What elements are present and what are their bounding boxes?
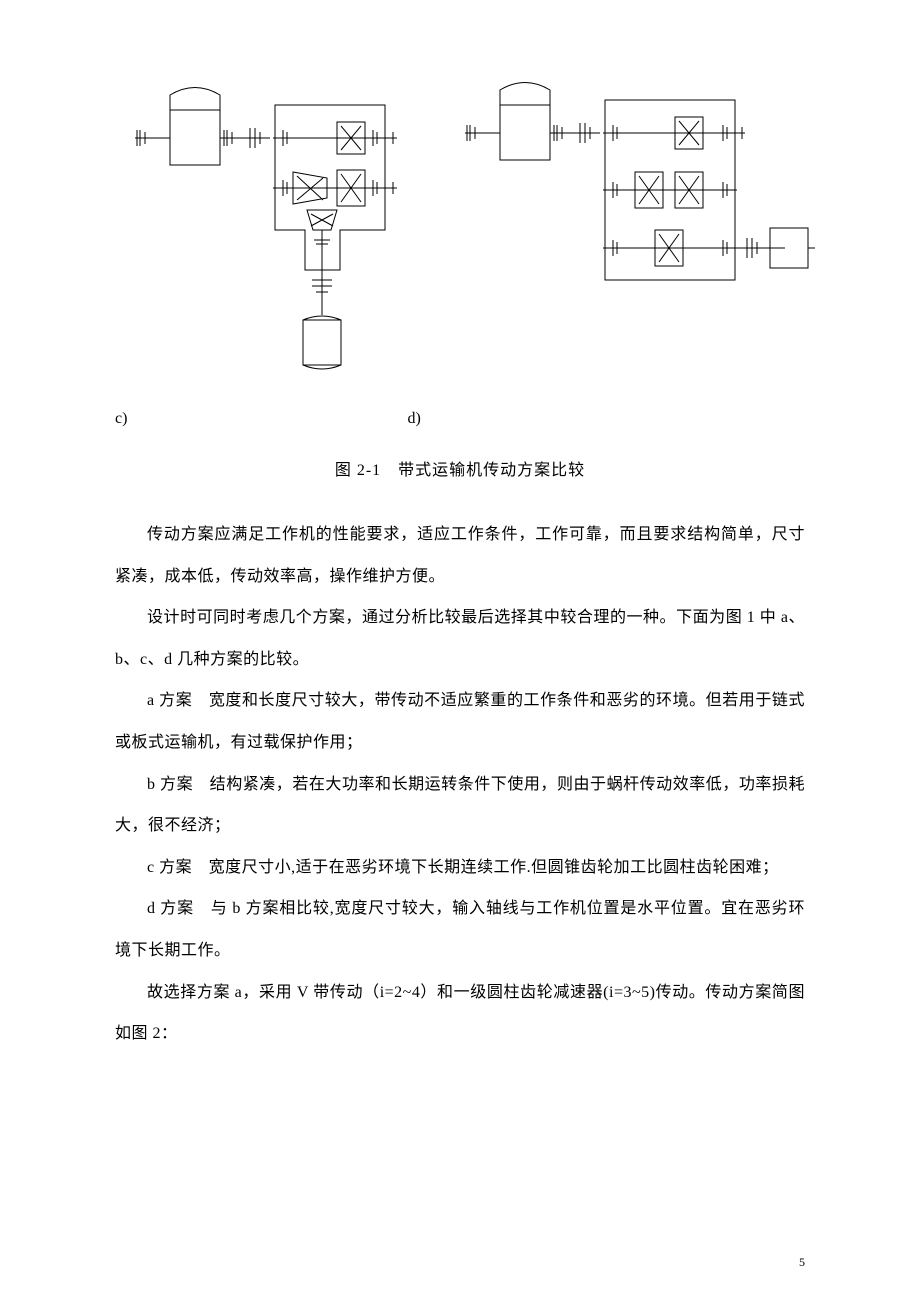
paragraph-5: c 方案 宽度尺寸小,适于在恶劣环境下长期连续工作.但圆锥齿轮加工比圆柱齿轮困难… (115, 847, 805, 889)
paragraph-6: d 方案 与 b 方案相比较,宽度尺寸较大，输入轴线与工作机位置是水平位置。宜在… (115, 888, 805, 971)
paragraph-1: 传动方案应满足工作机的性能要求，适应工作条件，工作可靠，而且要求结构简单，尺寸紧… (115, 514, 805, 597)
paragraph-3: a 方案 宽度和长度尺寸较大，带传动不适应繁重的工作条件和恶劣的环境。但若用于链… (115, 680, 805, 763)
page-number: 5 (799, 1255, 805, 1270)
document-page: c) d) 图 2-1 带式运输机传动方案比较 传动方案应满足工作机的性能要求，… (0, 0, 920, 1302)
diagram-c-svg (115, 70, 425, 380)
paragraph-7: 故选择方案 a，采用 V 带传动（i=2~4）和一级圆柱齿轮减速器(i=3~5)… (115, 972, 805, 1055)
figure-caption: 图 2-1 带式运输机传动方案比较 (115, 456, 805, 480)
figure-d (455, 70, 815, 380)
figure-labels-row: c) d) (115, 410, 805, 428)
diagram-d-svg (455, 70, 815, 330)
paragraph-2: 设计时可同时考虑几个方案，通过分析比较最后选择其中较合理的一种。下面为图 1 中… (115, 597, 805, 680)
label-c: c) (115, 410, 127, 428)
paragraph-4: b 方案 结构紧凑，若在大功率和长期运转条件下使用，则由于蜗杆传动效率低，功率损… (115, 764, 805, 847)
figures-row (115, 70, 805, 380)
label-d: d) (407, 410, 420, 428)
figure-c (115, 70, 425, 380)
